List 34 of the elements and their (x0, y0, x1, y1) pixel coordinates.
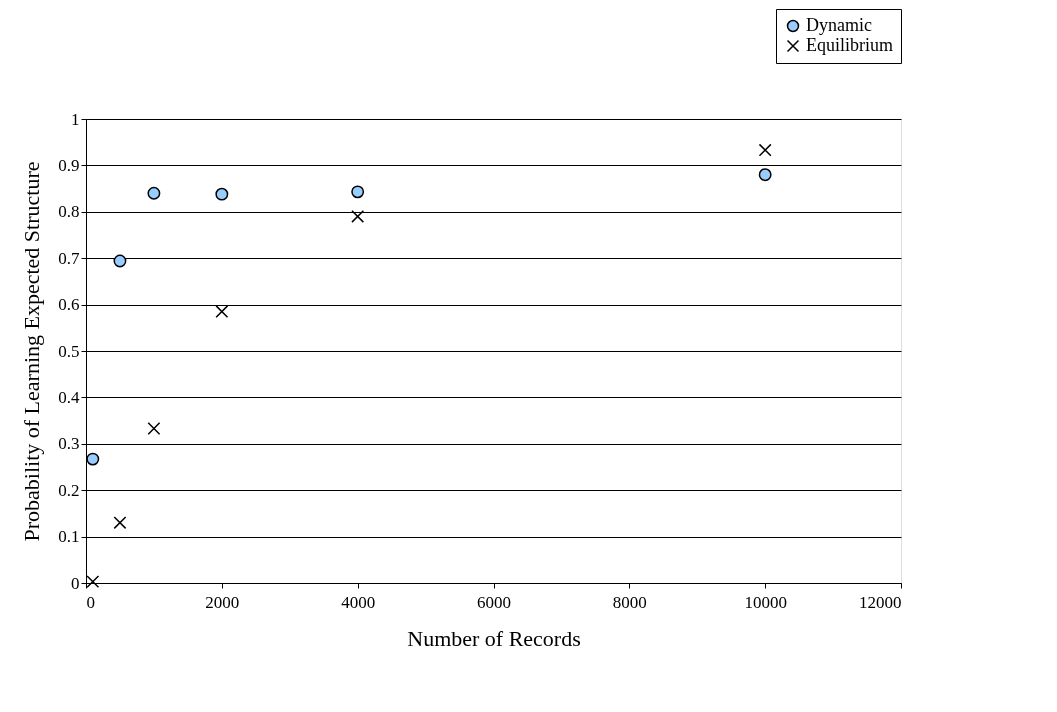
y-tick-label: 0.2 (58, 480, 80, 500)
x-tick-label: 0 (86, 592, 95, 612)
x-tick-label: 4000 (341, 592, 376, 612)
point (758, 143, 772, 157)
point (351, 185, 365, 199)
legend-label: Equilibrium (806, 35, 893, 55)
point (147, 186, 161, 200)
point (147, 422, 161, 435)
point (86, 452, 100, 466)
y-tick-label: 0.3 (58, 434, 80, 454)
x-tick-label: 6000 (477, 592, 511, 612)
legend-label: Dynamic (806, 15, 872, 35)
point (351, 209, 365, 223)
point (113, 516, 127, 530)
x-axis-title: Number of Records (407, 625, 581, 651)
point (113, 254, 127, 268)
x-tick-label: 10000 (744, 592, 787, 612)
y-tick-label: 1 (71, 109, 80, 129)
y-tick-label: 0.4 (58, 387, 80, 407)
x-tick-label: 12000 (859, 592, 902, 612)
y-tick-label: 0.7 (58, 248, 80, 268)
y-tick-label: 0 (71, 573, 80, 593)
y-tick-label: 0.9 (58, 155, 80, 175)
point (215, 305, 229, 319)
x-tick-label: 8000 (612, 592, 647, 612)
y-tick-label: 0.1 (58, 527, 80, 547)
y-axis-title: Probability of Learning Expected Structure (19, 161, 45, 542)
y-tick-label: 0.5 (58, 341, 80, 361)
y-tick-label: 0.8 (58, 202, 80, 222)
point (86, 575, 100, 589)
x-tick-label: 2000 (205, 592, 240, 612)
y-tick-label: 0.6 (58, 295, 80, 315)
point (758, 168, 772, 182)
point (215, 187, 229, 201)
